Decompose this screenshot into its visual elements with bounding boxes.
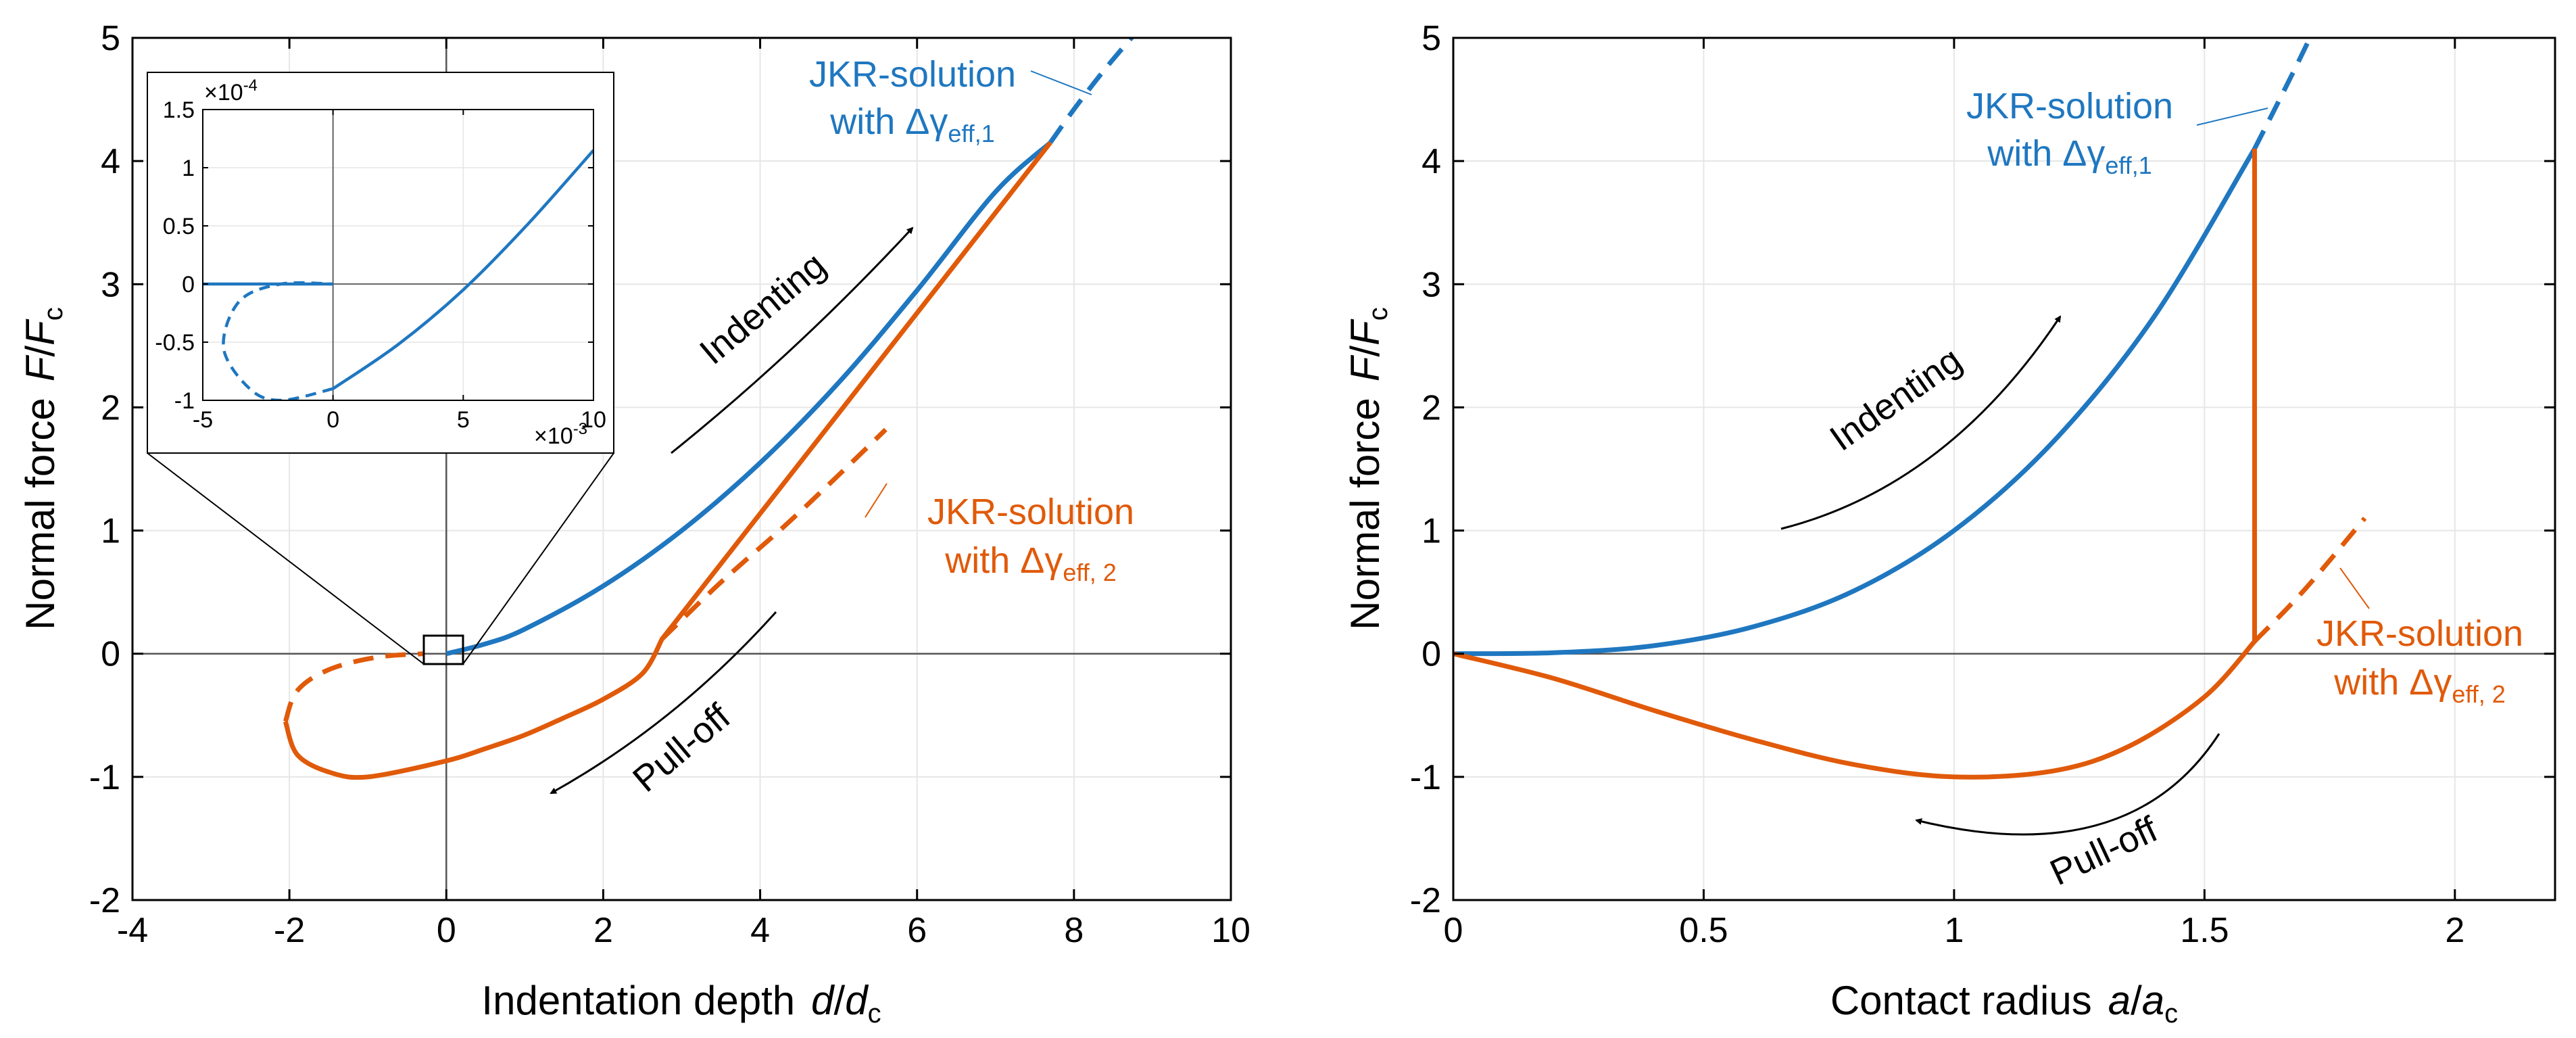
left-ylabel: Normal forceF/Fc: [18, 307, 68, 630]
left-jkr2-leader: [865, 483, 887, 517]
x-tick-label: 8: [1064, 911, 1084, 950]
y-tick-label: 0.5: [163, 214, 195, 239]
y-tick-label: 0: [101, 635, 120, 674]
left-jkr1-label: JKR-solution: [809, 54, 1016, 95]
y-tick-label: 5: [1421, 19, 1441, 58]
right-pulloff-arrow: [1916, 734, 2219, 834]
left-zoom-connector-2: [463, 453, 614, 664]
y-tick-label: -2: [1410, 881, 1441, 920]
left-jkr2-label-2: with Δγeff, 2: [944, 540, 1117, 586]
right-xlabel: Contact radius a/ac: [1830, 978, 2178, 1029]
left-jkr1-leader: [1031, 71, 1092, 95]
right-panel: 0 0.5 1 1.5 2 -2 -1 0 1 2 3 4 5 Normal forceF/Fc Con…: [1342, 16, 2555, 1029]
right-jkr2-label-2: with Δγeff, 2: [2333, 662, 2506, 708]
series-line: [285, 654, 422, 722]
left-inset: -5 0 5 10-1-0.500.511.5 ×10-4 ×10-3: [147, 72, 614, 453]
x-tick-label: 2: [593, 911, 613, 950]
y-tick-label: 3: [1421, 265, 1441, 304]
x-tick-label: 2: [2445, 911, 2464, 950]
series-line: [662, 429, 886, 639]
right-pulloff-label: Pull-off: [2044, 809, 2164, 893]
left-jkr2-label: JKR-solution: [927, 492, 1134, 532]
right-jkr1-label-2: with Δγeff,1: [1987, 133, 2152, 179]
x-tick-label: -5: [193, 407, 213, 433]
right-jkr2-leader: [2340, 568, 2369, 609]
left-jkr1-label-2: with Δγeff,1: [829, 101, 995, 147]
right-jkr2-label: JKR-solution: [2316, 613, 2523, 654]
y-tick-label: -2: [89, 881, 120, 920]
x-tick-label: 1.5: [2180, 911, 2229, 950]
x-tick-label: 1: [1944, 911, 1964, 950]
x-tick-label: 5: [457, 407, 470, 433]
right-indenting-arrow: [1781, 316, 2060, 529]
left-zoom-connector-1: [147, 453, 424, 664]
series-line: [2255, 16, 2320, 149]
series-line: [1453, 149, 2255, 777]
y-tick-label: 3: [101, 265, 120, 304]
x-tick-label: 0: [437, 911, 456, 950]
figure: -4 -2 0 2 4 6 8 10 -2 -1 0 1 2 3 4 5 Normal forceF/Fc I…: [0, 0, 2576, 1038]
y-tick-label: -1: [174, 388, 195, 414]
series-line: [1050, 32, 1137, 143]
y-tick-label: -1: [89, 758, 120, 797]
x-tick-label: 10: [1211, 911, 1250, 950]
right-jkr1-label: JKR-solution: [1966, 86, 2173, 126]
x-tick-label: -4: [117, 911, 148, 950]
left-pulloff-label: Pull-off: [625, 696, 738, 800]
x-tick-label: -2: [274, 911, 305, 950]
left-indenting-label: Indenting: [692, 245, 833, 373]
series-line: [1453, 149, 2255, 654]
y-tick-label: -0.5: [155, 330, 195, 356]
right-ylabel: Normal forceF/Fc: [1342, 307, 1393, 630]
left-xlabel: Indentation depth d/dc: [481, 978, 881, 1029]
y-tick-label: 1.5: [163, 97, 195, 123]
y-tick-label: 1: [1421, 512, 1441, 551]
x-tick-label: 0: [1444, 911, 1463, 950]
right-indenting-label: Indenting: [1822, 339, 1968, 459]
x-tick-label: 0.5: [1679, 911, 1728, 950]
y-tick-label: 0: [182, 272, 195, 298]
y-tick-label: 4: [1421, 142, 1441, 181]
y-tick-label: 1: [182, 156, 195, 181]
y-tick-label: 1: [101, 512, 120, 551]
y-tick-label: 2: [1421, 388, 1441, 427]
y-tick-label: -1: [1410, 758, 1441, 797]
right-ticks: 0 0.5 1 1.5 2 -2 -1 0 1 2 3 4 5: [1410, 19, 2555, 950]
y-tick-label: 0: [1421, 635, 1441, 674]
right-jkr1-leader: [2197, 108, 2268, 125]
y-tick-label: 4: [101, 142, 120, 181]
y-tick-label: 5: [101, 19, 120, 58]
x-tick-label: 0: [326, 407, 339, 433]
inset-background: [147, 72, 614, 453]
x-tick-label: 4: [750, 911, 770, 950]
figure-svg: -4 -2 0 2 4 6 8 10-2-1012345 Normal forceF/Fc I…: [0, 0, 2576, 1038]
x-tick-label: 6: [907, 911, 927, 950]
y-tick-label: 2: [101, 388, 120, 427]
